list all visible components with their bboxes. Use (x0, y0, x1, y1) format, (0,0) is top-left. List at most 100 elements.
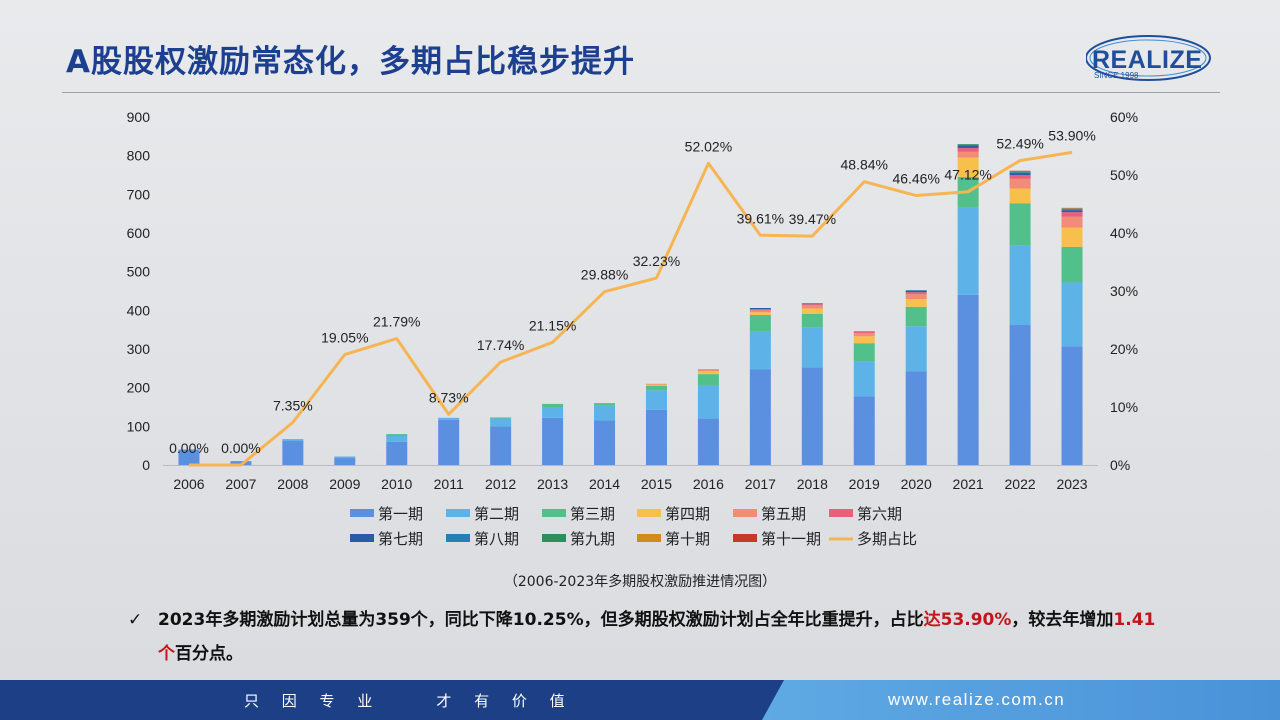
bar-segment-2022 (1009, 188, 1031, 204)
bar-segment-2016 (697, 418, 719, 465)
x-tick-label: 2009 (329, 476, 360, 492)
bar-segment-2020 (905, 371, 927, 465)
ratio-data-label: 19.05% (321, 330, 368, 346)
multi-phase-incentive-chart: 0 100 200 300 400 500 600 700 800 900 0% 10% 20% 30% 4… (127, 109, 1138, 548)
y-right-tick-label: 40% (1110, 225, 1138, 241)
bar-segment-2021 (957, 146, 979, 148)
bar-segment-2011 (438, 419, 460, 465)
bar-segment-2020 (905, 290, 927, 291)
page-title: A股股权激励常态化，多期占比稳步提升 (66, 44, 635, 80)
x-tick-label: 2016 (693, 476, 724, 492)
bar-segment-2020 (905, 294, 927, 300)
bar-segment-2022 (1009, 175, 1031, 179)
bar-segment-2006 (178, 449, 200, 465)
y-left-tick-label: 600 (127, 225, 151, 241)
y-left-tick-label: 300 (127, 341, 151, 357)
x-tick-label: 2013 (537, 476, 568, 492)
legend-swatch (733, 509, 757, 517)
x-tick-label: 2014 (589, 476, 620, 492)
bar-segment-2015 (645, 390, 667, 410)
bar-segment-2016 (697, 371, 719, 375)
bar-segment-2019 (853, 336, 875, 344)
y-right-tick-label: 30% (1110, 283, 1138, 299)
legend-swatch (829, 509, 853, 517)
legend-label: 第八期 (474, 530, 519, 548)
bar-segment-2022 (1009, 171, 1031, 173)
bar-segment-2016 (697, 369, 719, 372)
bar-segment-2021 (957, 144, 979, 145)
bar-segment-2020 (905, 299, 927, 307)
legend-label: 多期占比 (857, 530, 917, 548)
ratio-data-label: 32.23% (633, 253, 680, 269)
bar-segment-2018 (801, 327, 823, 368)
legend-label: 第二期 (474, 505, 519, 523)
bar-segment-2015 (645, 383, 667, 385)
bar-segment-2023 (1061, 210, 1083, 213)
logo-subtitle: SINCE 1998 (1094, 71, 1139, 80)
logo-swoosh-icon (1086, 35, 1211, 81)
y-left-tick-label: 500 (127, 264, 151, 280)
ratio-data-label: 39.47% (789, 211, 836, 227)
legend-label: 第一期 (378, 505, 423, 523)
bar-segment-2018 (801, 305, 823, 309)
y-left-tick-label: 700 (127, 186, 151, 202)
summary-bullet: ✓ 2023年多期激励计划总量为359个，同比下降10.25%，但多期股权激励计… (128, 603, 1168, 671)
bar-segment-2014 (594, 403, 616, 406)
y-right-tick-label: 60% (1110, 109, 1138, 125)
y-right-tick-label: 0% (1110, 457, 1130, 473)
ratio-data-label: 29.88% (581, 267, 628, 283)
bar-segment-2016 (697, 384, 719, 419)
bar-segment-2019 (853, 331, 875, 334)
legend-swatch (350, 509, 374, 517)
summary-highlight-ratio: 达53.90% (923, 610, 1012, 630)
x-tick-label: 2023 (1056, 476, 1087, 492)
bar-segment-2020 (905, 306, 927, 327)
bar-segment-2010 (386, 434, 408, 436)
bar-segment-2023 (1061, 346, 1083, 465)
x-tick-label: 2021 (953, 476, 984, 492)
bar-segment-2017 (749, 308, 771, 310)
bar-segment-2017 (749, 314, 771, 332)
bar-segment-2015 (645, 385, 667, 391)
bar-segment-2023 (1061, 227, 1083, 247)
x-tick-label: 2006 (173, 476, 204, 492)
bar-segment-2013 (542, 407, 564, 418)
legend-label: 第五期 (761, 505, 806, 523)
realize-logo: REALIZE SINCE 1998 (1086, 28, 1226, 86)
footer-accent (762, 680, 1280, 720)
bar-segment-2012 (490, 426, 512, 465)
bar-segment-2010 (386, 436, 408, 442)
x-tick-label: 2018 (797, 476, 828, 492)
title-divider (62, 92, 1220, 93)
legend-swatch (446, 534, 470, 542)
footer-website[interactable]: www.realize.com.cn (888, 690, 1066, 709)
bar-segment-2018 (801, 367, 823, 465)
x-tick-label: 2012 (485, 476, 516, 492)
bar-segment-2017 (749, 331, 771, 370)
x-tick-label: 2022 (1005, 476, 1036, 492)
legend-swatch (637, 534, 661, 542)
summary-part2: ，较去年增加 (1011, 610, 1114, 630)
bar-segment-2019 (853, 343, 875, 362)
ratio-data-label: 17.74% (477, 337, 524, 353)
bar-segment-2017 (749, 309, 771, 311)
legend-label: 第十期 (665, 530, 710, 548)
x-tick-label: 2011 (434, 476, 464, 492)
bar-segment-2017 (749, 369, 771, 465)
bar-segment-2020 (905, 291, 927, 293)
ratio-data-label: 46.46% (892, 171, 939, 187)
ratio-data-label: 52.49% (996, 136, 1043, 152)
legend-label: 第十一期 (761, 530, 821, 548)
x-tick-label: 2017 (745, 476, 776, 492)
y-left-tick-label: 0 (142, 457, 150, 473)
bar-segment-2018 (801, 313, 823, 328)
summary-highlight-increase: 1.41个 (158, 610, 1156, 664)
ratio-data-label: 48.84% (841, 157, 888, 173)
logo-text: REALIZE (1092, 46, 1203, 74)
legend-swatch (446, 509, 470, 517)
bar-segment-2021 (957, 147, 979, 152)
bar-segment-2021 (957, 207, 979, 295)
y-left-tick-label: 200 (127, 380, 151, 396)
footer-slogan: 只 因 专 业 才 有 价 值 (244, 692, 574, 710)
bar-segment-2021 (957, 294, 979, 465)
